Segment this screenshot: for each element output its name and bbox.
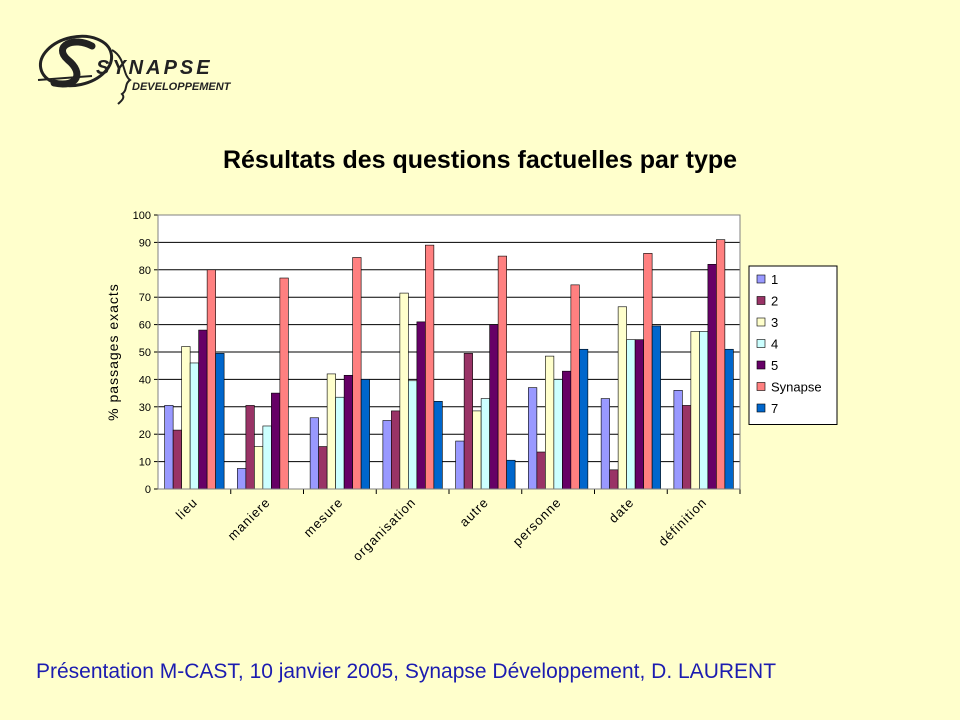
bar	[382, 420, 392, 490]
bar	[682, 405, 692, 490]
bar	[643, 253, 653, 490]
bar	[545, 355, 555, 490]
x-tick-label: maniere	[224, 495, 273, 544]
bar	[497, 255, 507, 490]
bar	[245, 405, 255, 490]
bar	[455, 440, 465, 490]
x-tick-label: date	[606, 495, 637, 526]
bar	[254, 446, 264, 490]
bar	[164, 405, 174, 490]
y-tick-label: 20	[139, 429, 151, 441]
x-tick-label: personne	[510, 495, 565, 550]
bar	[617, 306, 627, 490]
y-tick-label: 10	[139, 457, 151, 469]
y-tick-label: 100	[133, 210, 151, 222]
bar	[416, 321, 426, 490]
logo-brand: SYNAPSE	[96, 57, 213, 79]
x-tick-label: autre	[456, 495, 491, 530]
y-tick-label: 60	[139, 320, 151, 332]
x-tick-label: organisation	[350, 495, 419, 564]
x-tick-label: lieu	[173, 495, 201, 523]
bar	[271, 392, 281, 490]
bar	[724, 348, 734, 490]
legend-swatch	[756, 339, 766, 348]
y-tick-label: 0	[145, 484, 151, 496]
legend-label: Synapse	[771, 380, 822, 395]
bar	[570, 284, 580, 490]
bar	[425, 244, 435, 490]
y-tick-label: 50	[139, 347, 151, 359]
bar	[189, 362, 199, 490]
y-tick-label: 40	[139, 374, 151, 386]
bar	[651, 325, 661, 490]
bar	[480, 398, 490, 490]
bar	[506, 459, 516, 490]
bar	[536, 451, 546, 490]
legend-label: 3	[771, 315, 778, 330]
y-tick-label: 80	[139, 265, 151, 277]
bar	[343, 374, 353, 490]
bar	[699, 331, 709, 490]
bar	[433, 401, 443, 490]
bar	[360, 379, 370, 490]
bar	[262, 425, 272, 490]
legend-label: 1	[771, 272, 778, 287]
bar	[673, 390, 683, 490]
bar	[335, 396, 345, 490]
legend-swatch	[756, 296, 766, 305]
legend-label: 4	[771, 337, 778, 352]
y-tick-label: 90	[139, 237, 151, 249]
bar	[634, 339, 644, 490]
bar	[391, 410, 401, 490]
bar	[309, 417, 319, 490]
synapse-logo: SYNAPSE DEVELOPPEMENT	[37, 34, 232, 105]
bar	[399, 292, 409, 490]
legend-swatch	[756, 403, 766, 413]
plot-border	[157, 214, 741, 490]
legend-swatch	[756, 274, 766, 284]
legend-label: 7	[771, 401, 778, 416]
y-tick-label: 70	[139, 292, 151, 304]
bar	[172, 429, 182, 490]
chart-title: Résultats des questions factuelles par t…	[222, 146, 738, 174]
legend-label: 2	[771, 294, 778, 309]
bar	[198, 329, 208, 490]
legend-swatch	[756, 317, 766, 327]
bar	[562, 370, 572, 490]
bar	[206, 269, 216, 490]
legend-swatch	[756, 382, 766, 391]
bar	[215, 353, 225, 490]
bar	[489, 324, 499, 490]
bar	[600, 398, 610, 490]
footer-text: Présentation M-CAST, 10 janvier 2005, Sy…	[36, 660, 777, 683]
y-tick-label: 30	[139, 402, 151, 414]
bar	[579, 348, 589, 490]
legend-label: 5	[771, 358, 778, 373]
bar	[626, 339, 636, 490]
legend-swatch	[756, 360, 766, 370]
x-tick-label: mesure	[300, 495, 346, 541]
bar	[326, 373, 336, 490]
bar	[553, 379, 563, 490]
bar	[318, 446, 328, 490]
bar	[181, 346, 191, 490]
bar	[279, 277, 289, 490]
bar	[609, 469, 619, 490]
bar	[352, 257, 362, 490]
bar	[237, 468, 247, 490]
bar	[707, 264, 717, 490]
bar	[408, 380, 418, 490]
x-tick-label: définition	[655, 495, 709, 549]
logo-subtitle: DEVELOPPEMENT	[132, 81, 232, 93]
bar	[690, 331, 700, 490]
bar	[716, 239, 726, 490]
bar	[472, 410, 482, 490]
bar	[463, 353, 473, 490]
y-axis-label: % passages exacts	[105, 283, 121, 421]
bar	[528, 387, 538, 490]
